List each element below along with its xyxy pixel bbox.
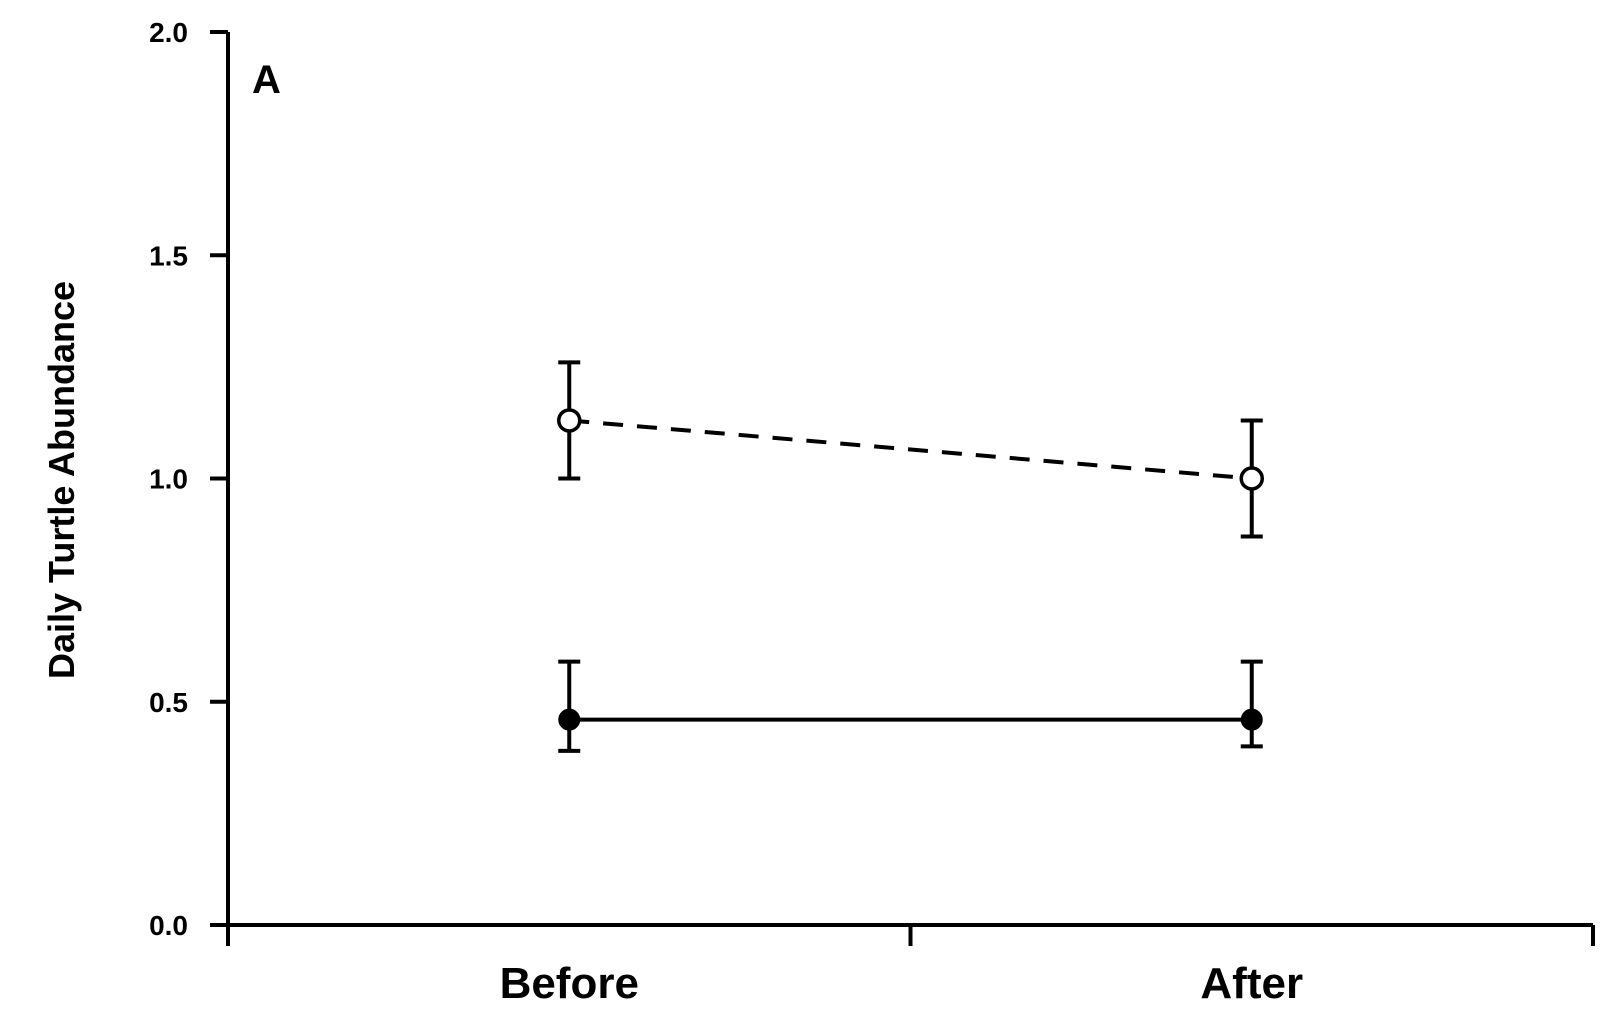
series-line: [569, 418, 1252, 481]
x-tick-label: After: [1200, 959, 1303, 1008]
y-tick-label: 2.0: [149, 17, 188, 48]
axes: [226, 32, 1593, 927]
y-tick-label: 0.0: [149, 910, 188, 941]
y-tick-label: 0.5: [149, 687, 188, 718]
x-tick-label: Before: [500, 959, 639, 1008]
y-tick-label: 1.0: [149, 464, 188, 495]
panel-label: A: [252, 58, 281, 102]
data-point: [558, 708, 581, 731]
data-point: [557, 408, 582, 433]
data-point: [1239, 466, 1264, 491]
y-ticks: 0.0 0.5 1.0 1.5 2.0: [149, 17, 228, 941]
x-ticks: Before After: [226, 925, 1595, 1008]
series-layer: [557, 360, 1264, 753]
series-2: [558, 659, 1263, 753]
y-axis-title: Daily Turtle Abundance: [41, 281, 82, 679]
y-tick-label: 1.5: [149, 240, 188, 271]
data-point: [1240, 708, 1263, 731]
series-1: [557, 360, 1264, 539]
